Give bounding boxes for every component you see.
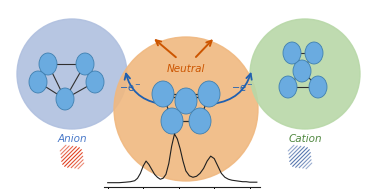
Ellipse shape <box>161 108 183 134</box>
Ellipse shape <box>29 71 47 93</box>
Ellipse shape <box>76 53 94 75</box>
Text: Neutral: Neutral <box>167 64 205 74</box>
Text: Anion: Anion <box>57 134 87 144</box>
Ellipse shape <box>175 88 197 114</box>
Ellipse shape <box>283 42 301 64</box>
Ellipse shape <box>309 76 327 98</box>
Circle shape <box>114 37 258 181</box>
Ellipse shape <box>198 81 220 107</box>
Ellipse shape <box>189 108 211 134</box>
Circle shape <box>17 19 127 129</box>
Ellipse shape <box>279 76 297 98</box>
Ellipse shape <box>86 71 104 93</box>
Ellipse shape <box>152 81 174 107</box>
Text: Cation: Cation <box>288 134 322 144</box>
Ellipse shape <box>293 60 311 82</box>
Text: $\mathregular{- e^-}$: $\mathregular{- e^-}$ <box>119 84 141 94</box>
Text: $\mathregular{- e^-}$: $\mathregular{- e^-}$ <box>231 84 253 94</box>
Ellipse shape <box>39 53 57 75</box>
Ellipse shape <box>305 42 323 64</box>
Ellipse shape <box>56 88 74 110</box>
Circle shape <box>250 19 360 129</box>
